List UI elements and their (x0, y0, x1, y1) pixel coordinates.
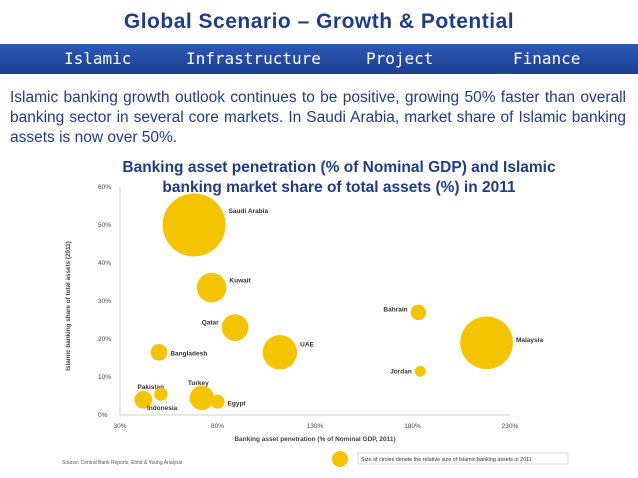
x-tick-label: 180% (404, 423, 421, 430)
nav-item-infrastructure[interactable]: Infrastructure (186, 49, 321, 68)
legend-bubble (332, 451, 348, 467)
bubble-label-pakistan: Pakistan (137, 384, 164, 391)
nav-item-project[interactable]: Project (366, 49, 434, 68)
page-title: Global Scenario – Growth & Potential (123, 10, 515, 33)
y-tick-label: 30% (98, 298, 111, 305)
bubble-label-egypt: Egypt (228, 401, 247, 408)
bubble-label-malaysia: Malaysia (516, 337, 543, 344)
x-tick-label: 80% (211, 423, 224, 430)
x-axis-label: Banking asset penetration (% of Nominal … (234, 436, 395, 443)
intro-text: Islamic banking growth outlook continues… (10, 89, 626, 146)
bubble-label-uae: UAE (300, 341, 314, 348)
bubble-label-bangladesh: Bangladesh (170, 350, 207, 357)
bubble-label-turkey: Turkey (188, 380, 209, 387)
y-tick-label: 0% (98, 412, 108, 419)
bubble-bahrain (410, 304, 427, 321)
chart-title: Banking asset penetration (% of Nominal … (104, 158, 574, 198)
y-tick-label: 20% (98, 336, 111, 343)
bubble-qatar (221, 314, 249, 341)
x-tick-label: 130% (307, 423, 324, 430)
bubble-label-indonesia: Indonesia (147, 405, 178, 412)
nav-bar: Islamic Infrastructure Project Finance (0, 44, 638, 74)
bubble-saudi-arabia (162, 193, 226, 257)
bubble-bangladesh (150, 343, 168, 361)
x-tick-label: 30% (113, 423, 126, 430)
legend-text: Size of circles denote the relative size… (361, 457, 532, 463)
bubble-kuwait (196, 272, 227, 303)
bubble-malaysia (460, 316, 513, 370)
chart-title-line-2: banking market share of total assets (%)… (162, 179, 516, 196)
x-tick-label: 230% (502, 423, 519, 430)
bubble-uae (262, 335, 298, 370)
source-note: Source: Central Bank Reports; Elmd & You… (62, 460, 183, 466)
nav-item-islamic[interactable]: Islamic (64, 49, 132, 68)
bubble-turkey (189, 385, 215, 411)
y-tick-label: 50% (98, 222, 111, 229)
y-tick-label: 60% (98, 184, 111, 191)
bubble-label-kuwait: Kuwait (229, 278, 251, 285)
bubble-jordan (414, 365, 426, 377)
nav-item-finance[interactable]: Finance (513, 49, 581, 68)
y-tick-label: 40% (98, 260, 111, 267)
bubble-label-jordan: Jordan (390, 368, 412, 375)
bubble-label-saudi-arabia: Saudi Arabia (229, 208, 269, 215)
bubble-label-qatar: Qatar (202, 320, 219, 327)
bubble-label-bahrain: Bahrain (383, 306, 407, 313)
y-axis-label: Islamic banking share of total assets (2… (65, 241, 72, 371)
y-tick-label: 10% (98, 374, 111, 381)
legend-box (357, 452, 569, 465)
bubble-pakistan (134, 390, 153, 409)
chart-title-line-1: Banking asset penetration (% of Nominal … (122, 159, 556, 176)
bubble-indonesia (154, 387, 168, 401)
bubble-egypt (210, 394, 225, 409)
